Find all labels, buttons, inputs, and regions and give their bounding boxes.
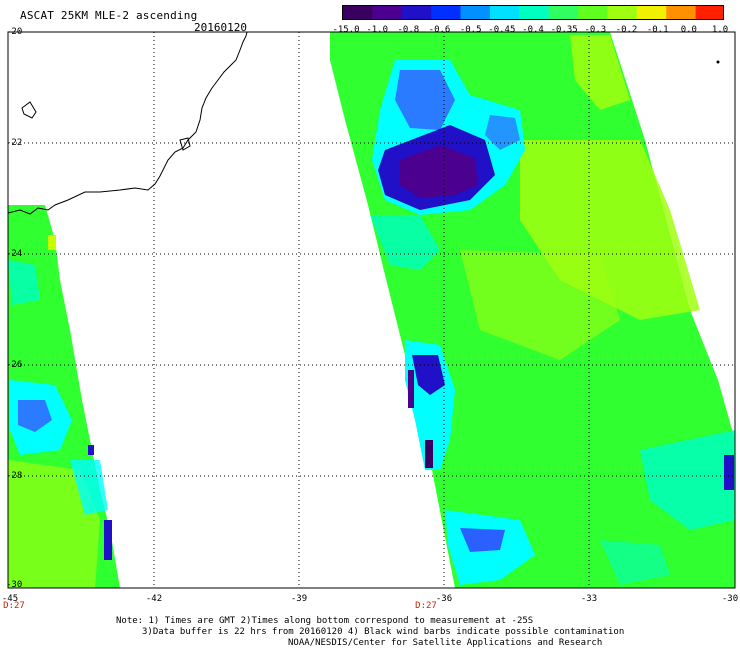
cyan-region (8, 260, 40, 305)
color-scale-segment (343, 6, 373, 19)
color-scale-label: -1.0 (366, 25, 388, 35)
map-frame (7, 31, 736, 589)
lat-lon-grid (8, 32, 735, 588)
purple-edge-pixel (425, 440, 433, 468)
blue-region (485, 115, 520, 150)
color-scale-segment (519, 6, 550, 19)
island-dot (716, 60, 720, 64)
yellow-green-patch (570, 35, 630, 110)
lon-label: -39 (290, 594, 308, 604)
color-scale-segment (607, 6, 638, 19)
cyan-region (370, 215, 440, 270)
lon-label: -30 (721, 594, 739, 604)
color-scale-bar (342, 5, 724, 20)
color-scale-segment (489, 6, 520, 19)
yellow-green-patch (460, 250, 620, 360)
blue-edge-pixel (104, 520, 112, 560)
color-scale-label: -0.5 (459, 25, 482, 35)
time-tag: D:27 (3, 601, 25, 611)
product-title: ASCAT 25KM MLE-2 ascending (20, 9, 198, 22)
time-tag: D:27 (415, 601, 437, 611)
left-swath (8, 205, 120, 588)
color-scale-segment (548, 6, 579, 19)
lat-label: -26 (6, 360, 23, 370)
blue-region (18, 400, 52, 432)
cyan-region (600, 540, 670, 585)
lake-outline (21, 101, 37, 119)
lat-label: -24 (6, 249, 23, 259)
color-scale-segment (372, 6, 403, 19)
color-scale-segment (695, 6, 723, 19)
note-line: NOAA/NESDIS/Center for Satellite Applica… (288, 638, 603, 648)
blue-edge-pixel (724, 455, 734, 490)
product-date: 20160120 (194, 21, 247, 34)
blue-region (460, 528, 505, 552)
color-scale-label: -0.45 (488, 25, 516, 35)
color-scale-labels: -15.0 -1.0 -0.8 -0.6 -0.5 -0.45 -0.4 -0.35 -0.3-… (0, 25, 740, 39)
color-scale-label: -0.6 (428, 25, 451, 35)
color-scale-label: 0.0 (680, 25, 697, 35)
color-scale-segment (431, 6, 462, 19)
lon-label: -42 (145, 594, 163, 604)
main-swath (330, 32, 735, 588)
color-scale-label: -0.2 (615, 25, 638, 35)
purple-core (400, 145, 478, 198)
color-scale-segment (401, 6, 432, 19)
blue-edge-pixel (88, 445, 94, 455)
color-scale-label: -0.1 (646, 25, 669, 35)
lat-label: -20 (6, 27, 23, 37)
lat-label: -28 (6, 471, 23, 481)
cyan-region (640, 430, 735, 530)
color-scale-segment (460, 6, 491, 19)
cyan-region (70, 460, 108, 515)
lat-label: -22 (6, 138, 23, 148)
color-scale-label: -0.4 (522, 25, 544, 35)
lon-label: -45 (1, 594, 19, 604)
color-scale-label: -0.8 (397, 25, 420, 35)
color-scale-label: -0.35 (550, 25, 578, 35)
lon-label: -33 (580, 594, 598, 604)
blue-region (395, 70, 455, 130)
note-line: 3)Data buffer is 22 hrs from 20160120 4)… (142, 627, 625, 637)
color-scale-segment (578, 6, 608, 19)
color-scale-segment (636, 6, 667, 19)
note-line: Note: 1) Times are GMT 2)Times along bot… (116, 616, 534, 626)
lat-label: -30 (6, 580, 23, 590)
color-scale-label: 1.0 (711, 25, 729, 35)
color-scale-label: -15.0 (332, 25, 360, 35)
coastline (8, 32, 248, 215)
yellow-edge-pixel (48, 235, 56, 250)
coastline (179, 137, 191, 151)
yellow-green-patch (8, 460, 100, 588)
lon-label: -36 (435, 594, 453, 604)
color-scale-segment (666, 6, 697, 19)
blue-edge-pixel (408, 370, 414, 408)
color-scale-label: -0.3 (584, 25, 607, 35)
